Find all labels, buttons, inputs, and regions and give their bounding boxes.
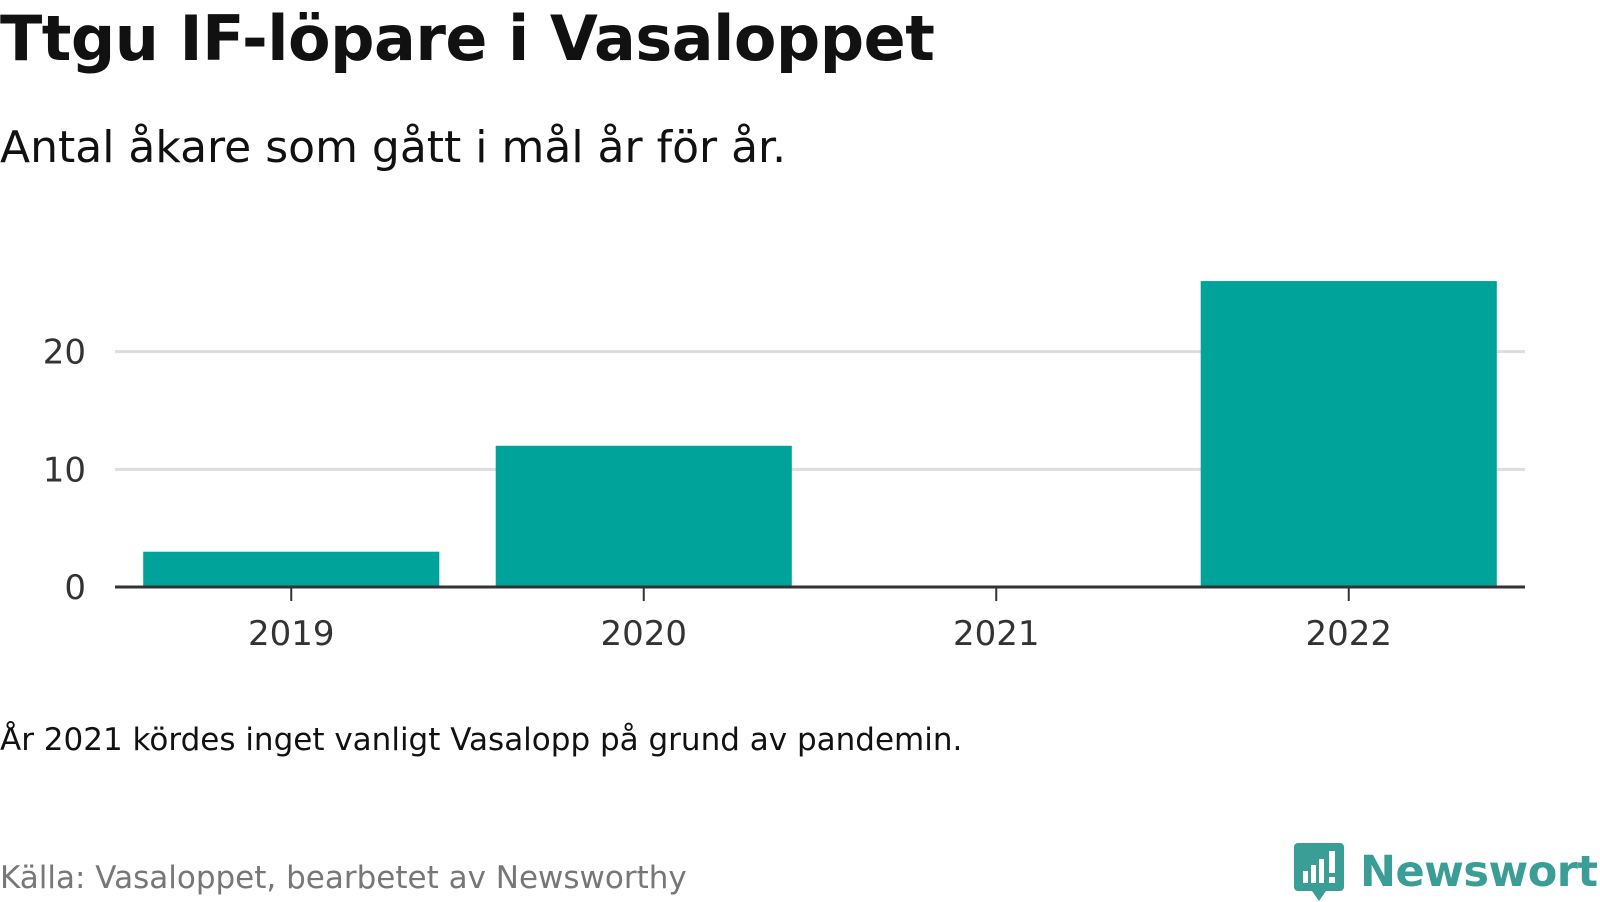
tick-labels: 0 10 20 2019 2020 2021 2022: [43, 333, 1392, 654]
x-tick-label: 2019: [248, 614, 335, 654]
source-credit: Källa: Vasaloppet, bearbetet av Newswort…: [0, 860, 687, 896]
bar-2022: [1200, 281, 1497, 587]
newsworthy-chart-bubble-icon: [1294, 843, 1344, 901]
x-tick-label: 2021: [953, 614, 1040, 654]
x-tick-label: 2020: [600, 614, 687, 654]
brand-name: Newsworthy: [1360, 847, 1600, 897]
y-tick-label: 20: [43, 333, 86, 373]
chart-title: Ttgu IF-löpare i Vasaloppet: [0, 2, 935, 75]
chart-footnote: År 2021 kördes inget vanligt Vasalopp på…: [0, 722, 963, 758]
bar-2019: [143, 551, 440, 587]
bars: [143, 281, 1497, 587]
x-tick-label: 2022: [1305, 614, 1392, 654]
axes: [115, 585, 1525, 601]
y-tick-label: 0: [64, 568, 86, 608]
bar-2020: [495, 445, 792, 587]
y-tick-label: 10: [43, 450, 86, 490]
brand-logo: Newsworthy: [1294, 842, 1600, 902]
chart-subtitle: Antal åkare som gått i mål år för år.: [0, 122, 787, 173]
